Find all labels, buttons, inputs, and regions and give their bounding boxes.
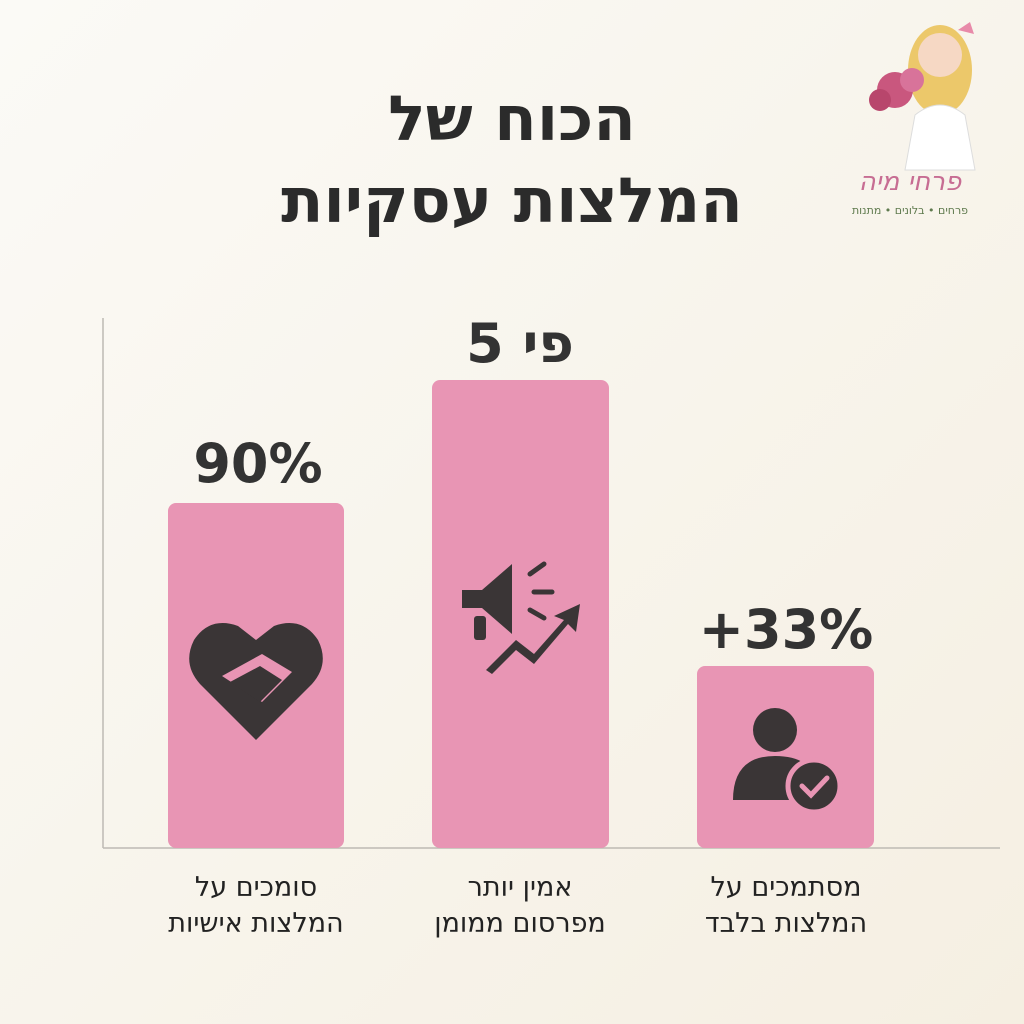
logo-tagline: פרחים • בלונים • מתנות — [852, 204, 968, 217]
logo-name: פרחי מיה — [859, 167, 962, 197]
caption: המלצות אישיות — [168, 908, 343, 939]
stat-label: +33% — [699, 598, 874, 661]
user-check-icon — [733, 708, 843, 815]
caption: מסתמכים על — [710, 872, 861, 903]
title-line: המלצות עסקיות — [281, 164, 743, 237]
title-line: הכוח של — [388, 82, 636, 155]
stat-label: 90% — [193, 432, 322, 495]
megaphone-icon — [462, 561, 580, 674]
caption: מפרסום ממומן — [434, 908, 606, 939]
caption: המלצות בלבד — [705, 908, 867, 939]
logo: פרחי מיה פרחים • בלונים • מתנות — [852, 22, 976, 217]
bar — [432, 380, 609, 848]
stat-label: פי 5 — [466, 312, 574, 375]
heart-handshake-icon — [189, 623, 323, 740]
caption: אמין יותר — [468, 872, 573, 903]
caption: סומכים על — [195, 872, 317, 903]
